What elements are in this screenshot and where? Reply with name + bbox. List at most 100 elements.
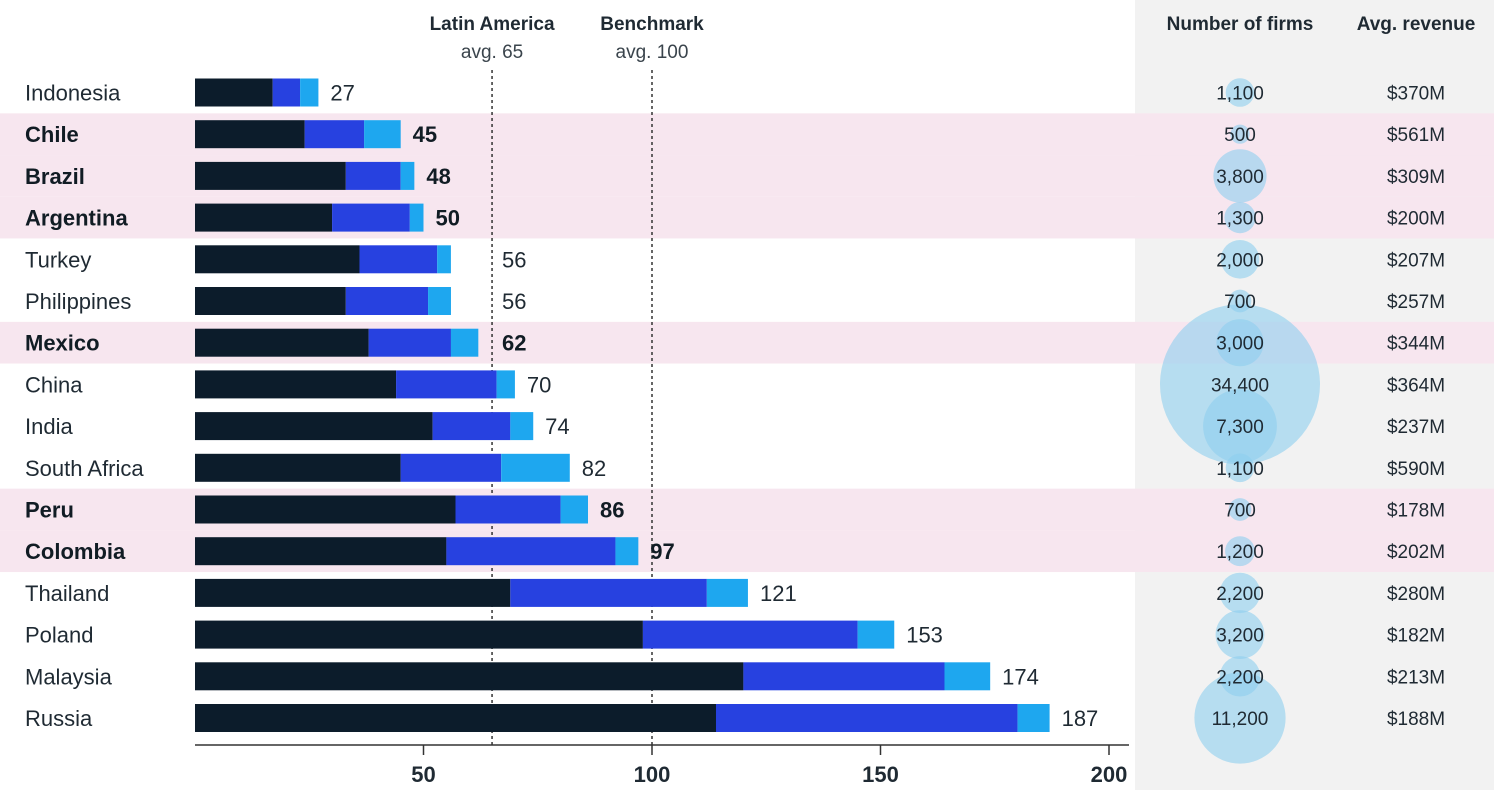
revenue-cell: $370M [1387,84,1445,105]
value-label: 27 [330,81,354,106]
bar-segment [450,328,479,357]
bar-segment [501,453,570,482]
bar-segment [195,370,397,399]
firms-cell: 7,300 [1216,417,1264,438]
bar-segment [857,620,895,649]
firm-bubble [1160,304,1320,465]
bar-segment [944,662,991,691]
firms-cell: 11,200 [1212,709,1269,730]
value-label: 48 [426,164,450,189]
reference-label: Benchmark [600,14,704,35]
bar-segment [496,370,515,399]
column-header: Avg. revenue [1357,14,1476,35]
category-label: Russia [25,706,93,731]
bar-segment [1017,704,1050,732]
value-label: 153 [906,623,943,648]
firms-cell: 1,100 [1216,459,1264,480]
bars [195,78,1050,732]
bar-segment [642,620,858,649]
bar-segment [715,704,1018,732]
value-label: 70 [527,372,551,397]
bar-segment [706,578,748,607]
bar-segment [446,537,616,566]
category-label: India [25,414,73,439]
bar-segment [510,412,534,441]
firm-bubble [1213,149,1267,203]
bar-segment [195,412,433,441]
bar-segment [195,78,273,107]
column-header: Number of firms [1167,14,1314,35]
value-label: 121 [760,581,797,606]
bar-segment [304,120,365,149]
firm-bubble [1228,498,1252,521]
category-label: Malaysia [25,664,113,689]
firm-bubble [1220,239,1260,279]
revenue-cell: $178M [1387,501,1445,522]
bar-segment [195,537,447,566]
bar-segment [195,203,333,232]
firm-bubble [1203,389,1277,463]
bar-segment [195,578,511,607]
bar-segment [332,203,410,232]
category-label: South Africa [25,456,144,481]
firms-cell: 3,000 [1216,334,1264,355]
category-label: Philippines [25,289,131,314]
value-label: 174 [1002,664,1039,689]
firm-bubble [1225,78,1255,107]
revenue-cell: $309M [1387,167,1445,188]
bar-segment [195,120,305,149]
bar-segment [195,704,716,732]
category-label: Brazil [25,164,85,189]
bar-segment [300,78,319,107]
revenue-cell: $213M [1387,667,1445,688]
bar-segment [400,453,502,482]
category-label: Turkey [25,247,91,272]
value-label: 45 [413,122,437,147]
firms-cell: 500 [1224,125,1256,146]
revenue-cell: $200M [1387,209,1445,230]
value-label: 86 [600,498,624,523]
bar-segment [195,328,369,357]
revenue-cell: $364M [1387,375,1445,396]
revenue-cell: $207M [1387,250,1445,271]
bar-segment [437,245,451,274]
category-label: Mexico [25,331,100,356]
revenue-cell: $344M [1387,334,1445,355]
value-label: 56 [502,289,526,314]
bar-segment [195,662,744,691]
bar-segment [195,161,346,190]
bar-segment [396,370,497,399]
category-label: Chile [25,122,79,147]
bar-segment [743,662,945,691]
firms-cell: 1,300 [1216,209,1264,230]
firms-cell: 3,200 [1216,626,1264,647]
firm-bubble [1219,572,1261,614]
firms-cell: 3,800 [1216,167,1264,188]
category-label: Indonesia [25,81,121,106]
bar-segment [428,287,451,315]
bar-segment [345,161,401,190]
value-label: 97 [650,539,674,564]
revenue-cell: $202M [1387,542,1445,563]
firm-bubble [1194,672,1286,764]
bar-segment [400,161,415,190]
reference-sublabel: avg. 100 [616,42,689,63]
value-label: 62 [502,331,526,356]
value-label: 56 [502,247,526,272]
bar-segment [364,120,401,149]
category-label: Poland [25,623,94,648]
revenue-cell: $188M [1387,709,1445,730]
x-tick-label: 150 [862,762,899,787]
bar-segment [345,287,429,315]
bar-segment [432,412,511,441]
category-label: Colombia [25,539,126,564]
category-label: Thailand [25,581,109,606]
bar-segment [359,245,438,274]
value-label: 74 [545,414,569,439]
firm-bubble [1225,453,1255,483]
x-tick-label: 100 [634,762,671,787]
firms-cell: 2,200 [1216,584,1264,605]
bar-segment [195,620,643,649]
firms-cell: 1,100 [1216,84,1264,105]
